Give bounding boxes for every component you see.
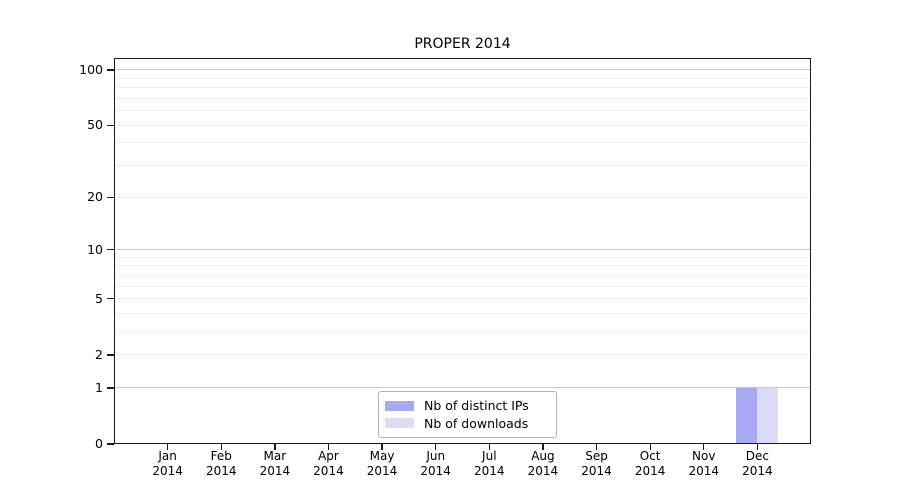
major-gridline xyxy=(115,387,810,389)
y-tick-label: 20 xyxy=(87,189,103,205)
bar-downloads xyxy=(756,388,778,443)
x-tick-month: Nov xyxy=(692,449,716,463)
minor-gridline xyxy=(115,285,810,287)
x-tick-mark xyxy=(327,444,330,450)
minor-gridline xyxy=(115,256,810,258)
minor-gridline xyxy=(115,87,810,89)
legend-label: Nb of downloads xyxy=(424,415,529,431)
y-tick-label: 1 xyxy=(95,379,103,395)
x-tick-label: Jan 2014 xyxy=(136,449,200,479)
y-tick-label: 2 xyxy=(95,346,103,362)
x-tick-mark xyxy=(756,444,759,450)
x-tick-mark xyxy=(435,444,437,450)
minor-gridline xyxy=(115,124,810,126)
legend-swatch-icon xyxy=(385,418,414,429)
chart-title: PROPER 2014 xyxy=(414,36,511,52)
y-tick-label: 50 xyxy=(87,117,103,133)
x-tick-year: 2014 xyxy=(581,464,612,478)
y-tick-mark xyxy=(107,69,114,71)
x-tick-month: Jul xyxy=(482,449,497,463)
x-tick-label: May 2014 xyxy=(350,449,414,479)
y-tick-mark xyxy=(107,354,114,356)
x-tick-year: 2014 xyxy=(366,464,398,478)
x-tick-mark xyxy=(167,444,169,450)
minor-gridline xyxy=(115,331,810,333)
minor-gridline xyxy=(115,142,810,144)
y-tick-label: 100 xyxy=(79,61,103,77)
x-tick-month: Mar xyxy=(263,449,287,463)
x-tick-month: May xyxy=(369,449,395,463)
x-tick-year: 2014 xyxy=(474,464,505,478)
major-gridline xyxy=(115,249,810,251)
x-tick-mark xyxy=(274,444,276,450)
x-tick-year: 2014 xyxy=(313,464,344,478)
x-tick-year: 2014 xyxy=(152,464,183,478)
x-tick-year: 2014 xyxy=(688,464,720,478)
x-tick-year: 2014 xyxy=(259,464,291,478)
y-tick-mark xyxy=(107,124,114,126)
x-tick-mark xyxy=(381,444,383,450)
x-tick-year: 2014 xyxy=(742,464,773,478)
major-gridline xyxy=(115,69,810,71)
minor-gridline xyxy=(115,77,810,79)
x-tick-month: Aug xyxy=(531,449,555,463)
x-tick-year: 2014 xyxy=(205,464,237,478)
x-tick-label: Nov 2014 xyxy=(672,449,736,479)
legend-label: Nb of distinct IPs xyxy=(424,398,529,414)
y-tick-mark xyxy=(107,298,114,300)
minor-gridline xyxy=(115,110,810,112)
minor-gridline xyxy=(115,196,810,198)
minor-gridline xyxy=(115,298,810,300)
minor-gridline xyxy=(115,313,810,315)
x-tick-month: Oct xyxy=(639,449,661,463)
x-tick-month: Feb xyxy=(210,449,232,463)
x-tick-mark xyxy=(488,444,490,450)
y-tick-mark xyxy=(107,249,114,251)
plot-area xyxy=(114,58,811,444)
y-tick-mark xyxy=(107,196,114,198)
legend: Nb of distinct IPs Nb of downloads xyxy=(378,391,557,438)
legend-swatch-icon xyxy=(385,400,414,411)
x-tick-mark xyxy=(542,444,544,450)
x-tick-label: Aug 2014 xyxy=(511,449,575,479)
minor-gridline xyxy=(115,97,810,99)
x-tick-month: Jan xyxy=(158,449,177,463)
x-tick-label: Jun 2014 xyxy=(404,449,468,479)
minor-gridline xyxy=(115,354,810,356)
y-tick-label: 5 xyxy=(95,290,103,306)
x-tick-label: Dec 2014 xyxy=(725,449,789,479)
bar-distinct-ips xyxy=(735,388,757,443)
x-tick-label: Mar 2014 xyxy=(243,449,307,479)
y-tick-label: 10 xyxy=(87,241,103,257)
x-tick-month: Jun xyxy=(426,449,446,463)
x-tick-mark xyxy=(220,444,222,450)
y-tick-mark xyxy=(107,387,114,389)
x-tick-year: 2014 xyxy=(634,464,666,478)
minor-gridline xyxy=(115,165,810,167)
x-tick-month: Sep xyxy=(585,449,608,463)
x-tick-year: 2014 xyxy=(420,464,451,478)
x-tick-label: Feb 2014 xyxy=(189,449,253,479)
minor-gridline xyxy=(115,265,810,267)
y-tick-mark xyxy=(107,443,114,445)
x-tick-mark xyxy=(595,444,598,450)
x-tick-mark xyxy=(703,444,705,450)
x-tick-label: Sep 2014 xyxy=(565,449,629,479)
x-tick-label: Apr 2014 xyxy=(296,449,360,479)
y-tick-label: 0 xyxy=(95,436,103,451)
x-tick-label: Jul 2014 xyxy=(457,449,521,479)
legend-entry: Nb of distinct IPs xyxy=(385,397,550,415)
minor-gridline xyxy=(115,274,810,276)
x-tick-mark xyxy=(649,444,651,450)
x-tick-year: 2014 xyxy=(527,464,559,478)
x-tick-month: Apr xyxy=(318,449,339,463)
x-tick-month: Dec xyxy=(745,449,769,463)
x-tick-label: Oct 2014 xyxy=(618,449,682,479)
legend-entry: Nb of downloads xyxy=(385,415,550,433)
